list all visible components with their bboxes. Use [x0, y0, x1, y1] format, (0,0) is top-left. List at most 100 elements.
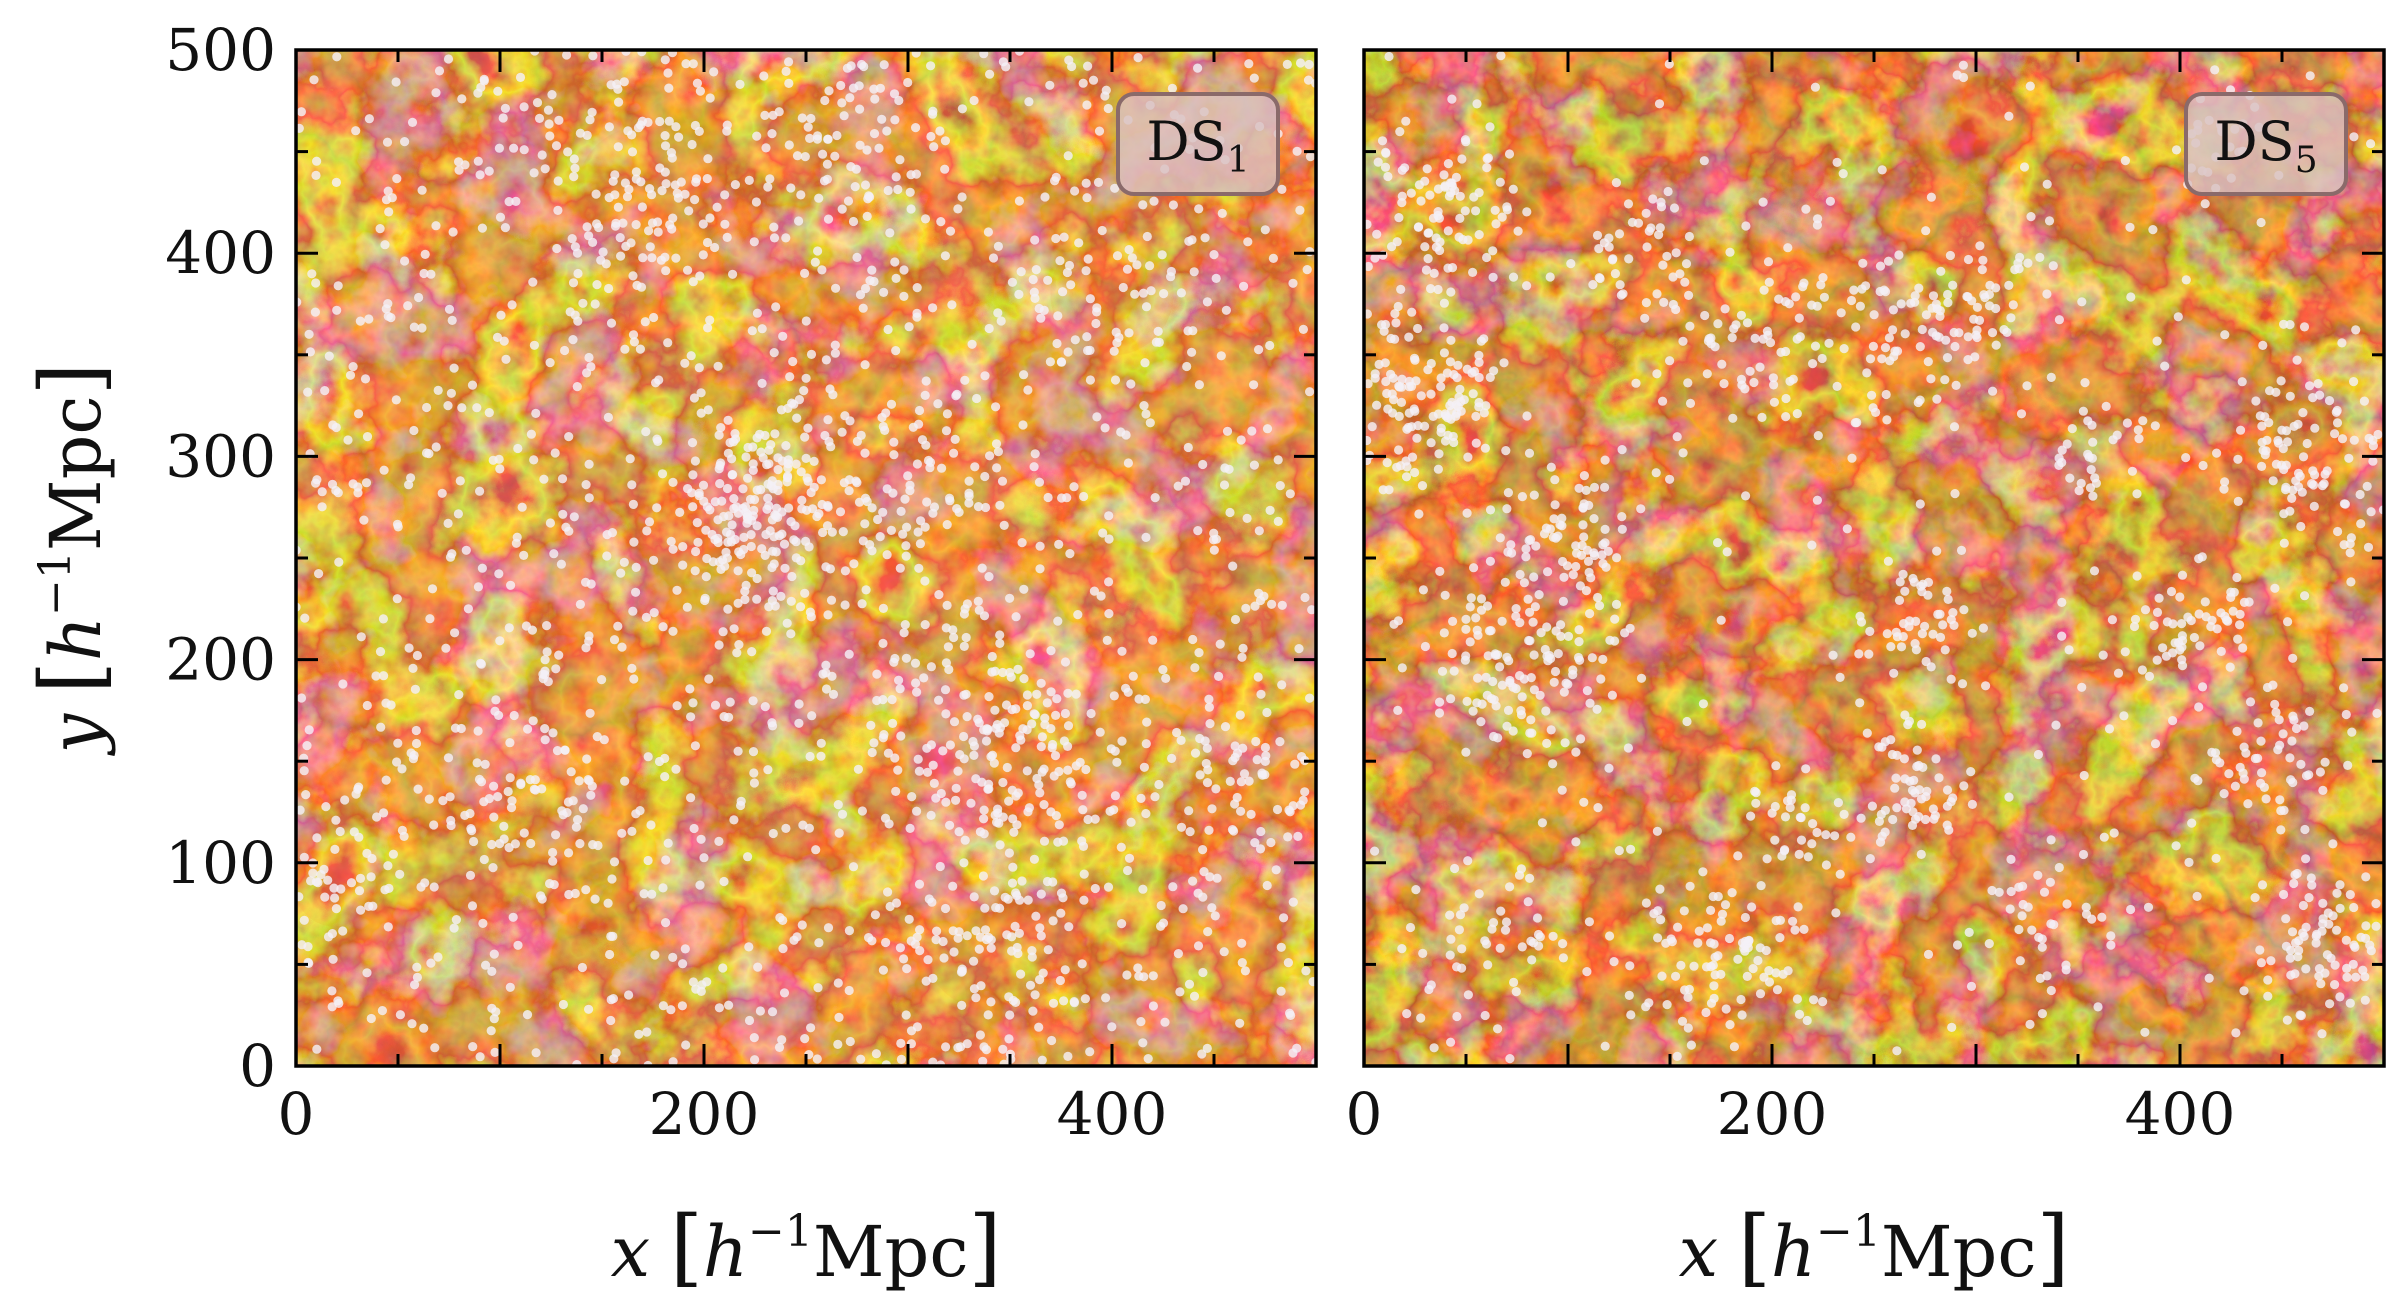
data-point — [1219, 480, 1230, 490]
data-point — [1469, 192, 1479, 202]
data-point — [1173, 949, 1183, 959]
data-point — [1471, 411, 1481, 421]
data-point — [1847, 453, 1857, 463]
data-point — [338, 926, 348, 936]
data-point — [911, 678, 921, 688]
data-point — [1513, 226, 1523, 236]
data-point — [1641, 208, 1651, 218]
data-point — [937, 463, 947, 473]
data-point — [682, 602, 692, 612]
data-point — [683, 265, 693, 275]
data-point — [296, 107, 306, 117]
data-point — [625, 454, 635, 464]
data-point — [1054, 820, 1064, 830]
data-point — [1842, 524, 1852, 534]
data-point — [905, 486, 915, 496]
data-point — [761, 143, 771, 153]
panel-right-badge-sub: 5 — [2295, 140, 2318, 181]
data-point — [2198, 682, 2208, 692]
data-point — [919, 673, 929, 683]
panel-left-ylabel: y[h−1Mpc] — [22, 363, 120, 757]
density-glow — [1440, 878, 1573, 1011]
data-point — [1641, 1002, 1651, 1012]
data-point — [1107, 1022, 1117, 1032]
data-point — [409, 425, 419, 436]
data-point — [982, 724, 992, 734]
data-point — [667, 50, 678, 58]
data-point — [1750, 333, 1760, 343]
data-point — [929, 142, 939, 152]
data-point — [1133, 963, 1143, 973]
data-point — [391, 77, 401, 87]
data-point — [1653, 933, 1663, 943]
data-point — [1463, 856, 1473, 866]
data-point — [1770, 801, 1780, 812]
data-point — [749, 1033, 759, 1043]
data-point — [1416, 391, 1426, 401]
data-point — [1636, 504, 1646, 514]
data-point — [1519, 674, 1529, 684]
data-point — [1799, 924, 1809, 935]
data-point — [296, 892, 304, 902]
data-point — [767, 562, 777, 573]
data-point — [877, 114, 887, 124]
data-point — [606, 995, 616, 1005]
data-point — [2345, 890, 2355, 900]
data-point — [998, 57, 1009, 67]
data-point — [1439, 298, 1449, 308]
data-point — [356, 905, 366, 915]
data-point — [2033, 870, 2043, 880]
data-point — [1759, 972, 1769, 982]
data-point — [621, 241, 631, 251]
data-point — [2346, 577, 2356, 587]
data-point — [893, 765, 903, 775]
data-point — [1465, 637, 1475, 647]
data-point — [1395, 127, 1405, 137]
data-point — [303, 942, 313, 952]
data-point — [1780, 812, 1791, 822]
data-point — [635, 344, 646, 354]
data-point — [1713, 319, 1723, 329]
data-point — [1211, 784, 1221, 794]
data-point — [1141, 302, 1152, 312]
data-point — [545, 518, 556, 528]
data-point — [1947, 1022, 1957, 1032]
data-point — [1582, 967, 1592, 977]
data-point — [407, 1019, 417, 1029]
data-point — [939, 953, 949, 963]
data-point — [479, 854, 489, 865]
data-point — [506, 580, 516, 590]
data-point — [690, 195, 700, 205]
data-point — [660, 252, 670, 262]
data-point — [2318, 898, 2328, 909]
data-point — [2167, 648, 2178, 658]
data-point — [2237, 377, 2247, 387]
data-point — [620, 776, 630, 786]
data-point — [997, 476, 1008, 486]
data-point — [1912, 745, 1922, 755]
data-point — [1495, 943, 1505, 953]
data-point — [1708, 960, 1718, 971]
data-point — [812, 131, 823, 141]
data-point — [454, 165, 464, 175]
data-point — [1698, 867, 1708, 877]
data-point — [1249, 380, 1259, 390]
data-point — [696, 986, 706, 997]
data-point — [627, 147, 638, 157]
data-point — [1404, 408, 1414, 418]
data-point — [653, 227, 663, 237]
data-point — [1908, 807, 1918, 817]
data-point — [1813, 214, 1823, 224]
data-point — [1133, 53, 1143, 63]
data-point — [800, 1034, 810, 1044]
data-point — [923, 955, 933, 965]
data-point — [1700, 310, 1710, 321]
data-point — [569, 512, 579, 522]
data-point — [354, 886, 365, 896]
data-point — [1522, 207, 1532, 217]
data-point — [1035, 541, 1045, 551]
data-point — [1146, 286, 1156, 296]
data-point — [1236, 435, 1246, 445]
data-point — [2366, 139, 2376, 149]
data-point — [381, 775, 391, 785]
